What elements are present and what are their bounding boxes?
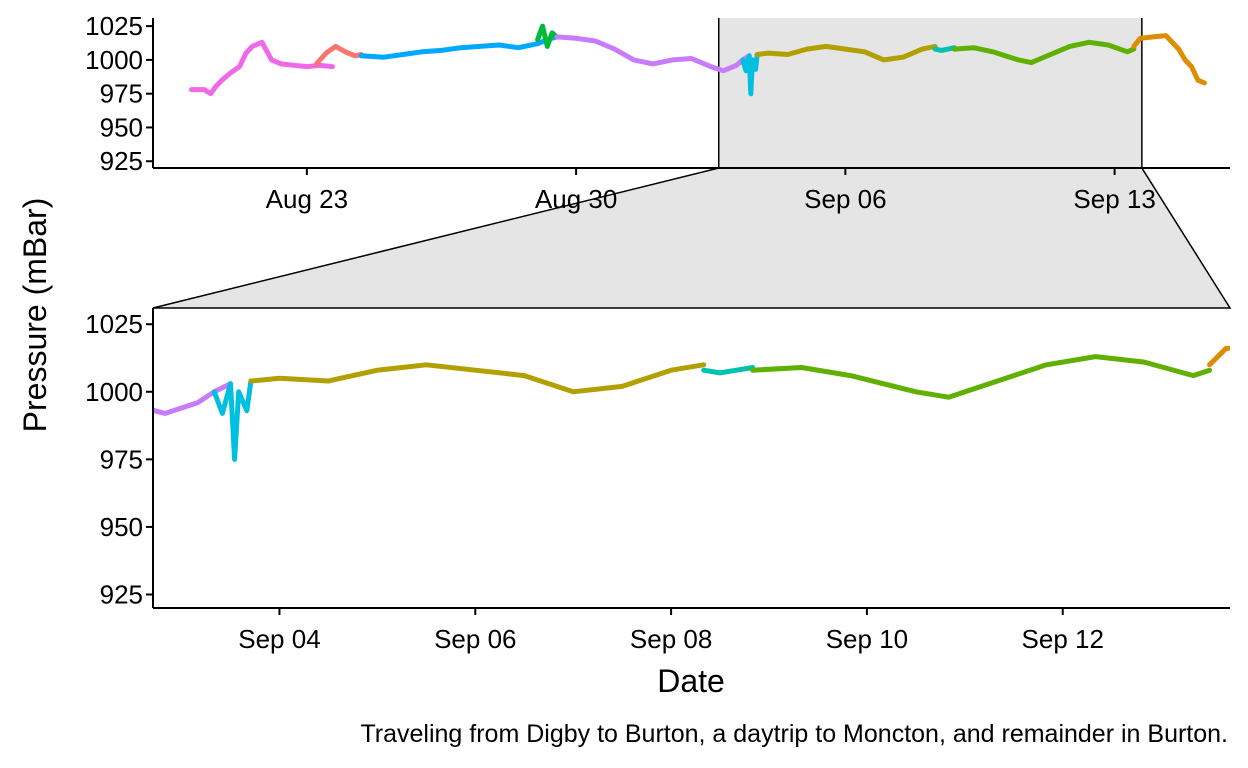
overview-series-line-1 (189, 39, 335, 97)
detail-x-tick-label: Sep 04 (238, 624, 320, 654)
x-axis-title: Date (657, 663, 725, 699)
detail-x-tick-label: Sep 06 (434, 624, 516, 654)
detail-x-tick-label: Sep 12 (1022, 624, 1104, 654)
y-axis-title: Pressure (mBar) (17, 198, 53, 433)
overview-series-line-2 (314, 43, 364, 67)
detail-y-tick-label: 950 (100, 512, 143, 542)
overview-y-tick-label: 975 (100, 79, 143, 109)
overview-series-line-6 (740, 52, 760, 97)
detail-x-tick-label: Sep 08 (630, 624, 712, 654)
detail-series-line-9 (750, 354, 1213, 400)
overview-y-tick-label: 925 (100, 146, 143, 176)
overview-series-line-5 (554, 34, 752, 74)
detail-y-tick-label: 975 (100, 444, 143, 474)
overview-y-tick-label: 1000 (85, 45, 143, 75)
detail-series-line-7 (248, 362, 707, 395)
overview-series-line-7 (754, 43, 938, 63)
detail-series-line-10 (1207, 345, 1230, 368)
overview-series-group (189, 23, 1207, 97)
overview-y-tick-label: 950 (100, 112, 143, 142)
overview-series-line-3 (358, 34, 560, 60)
detail-series-line-8 (701, 365, 756, 376)
caption: Traveling from Digby to Burton, a daytri… (360, 720, 1228, 748)
overview-series-line-10 (1131, 33, 1207, 86)
overview-x-tick-label: Sep 13 (1073, 184, 1155, 214)
overview-series-line-9 (951, 39, 1137, 66)
overview-series-line-4 (535, 23, 560, 49)
overview-series-line-8 (932, 45, 957, 53)
overview-x-tick-label: Sep 06 (804, 184, 886, 214)
detail-y-tick-label: 925 (100, 579, 143, 609)
detail-axes: 925 950 975 1000 1025 Sep 04 Sep 06 Sep 08 Sep 1… (85, 308, 1230, 654)
overview-y-tick-label: 1025 (85, 11, 143, 41)
detail-series-line-5 (153, 381, 233, 416)
detail-y-tick-label: 1025 (85, 309, 143, 339)
zoom-window-shade (718, 18, 1142, 168)
detail-series-group (153, 345, 1230, 462)
overview-x-tick-label: Aug 23 (266, 184, 348, 214)
detail-series-line-6 (211, 378, 254, 462)
overview-x-tick-label: Aug 30 (535, 184, 617, 214)
detail-y-tick-label: 1000 (85, 377, 143, 407)
detail-x-tick-label: Sep 10 (826, 624, 908, 654)
